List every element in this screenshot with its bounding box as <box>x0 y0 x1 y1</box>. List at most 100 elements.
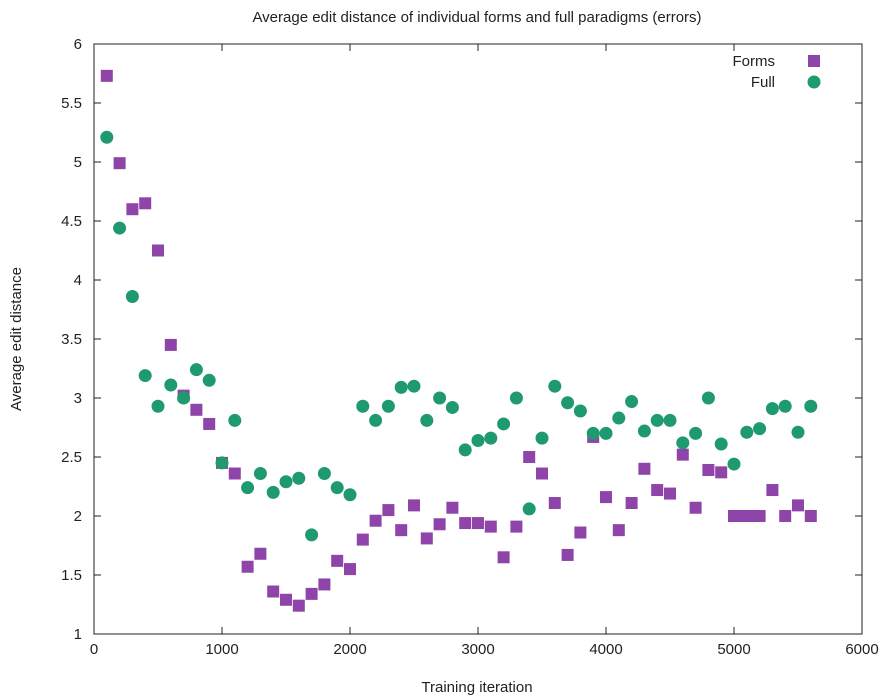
forms-point <box>600 491 612 504</box>
forms-point <box>126 203 139 216</box>
forms-point <box>280 593 292 606</box>
forms-point <box>638 462 651 475</box>
full-point <box>381 399 395 413</box>
forms-point <box>459 517 472 530</box>
forms-point <box>344 563 356 576</box>
chart-title: Average edit distance of individual form… <box>252 9 701 26</box>
forms-point <box>702 463 715 476</box>
y-tick-label: 5.5 <box>61 95 82 112</box>
y-tick-label: 6 <box>74 36 82 53</box>
full-point <box>202 373 216 387</box>
full-point <box>497 417 511 431</box>
y-tick-label: 2 <box>74 508 82 525</box>
forms-point <box>139 197 152 210</box>
y-tick-label: 2.5 <box>61 449 82 466</box>
forms-point <box>664 487 676 500</box>
forms-point <box>228 467 241 480</box>
full-point <box>151 399 165 413</box>
full-point <box>113 221 127 235</box>
legend-marker-full <box>807 75 821 89</box>
full-point <box>458 443 472 457</box>
forms-point <box>689 501 702 514</box>
full-point <box>765 402 779 416</box>
x-tick-label: 6000 <box>845 641 878 658</box>
full-point <box>522 502 536 516</box>
forms-point <box>356 533 369 546</box>
full-point <box>727 457 741 471</box>
full-point <box>612 411 626 425</box>
full-point <box>125 290 139 304</box>
full-point <box>689 426 703 440</box>
forms-point <box>715 466 728 479</box>
series-forms <box>100 69 817 612</box>
full-point <box>177 391 191 405</box>
forms-point <box>254 547 267 560</box>
full-point <box>778 399 792 413</box>
forms-point <box>433 518 446 531</box>
full-point <box>356 399 370 413</box>
full-point <box>599 426 613 440</box>
full-point <box>471 433 485 447</box>
full-point <box>650 413 664 427</box>
forms-point <box>484 520 497 533</box>
y-tick-label: 5 <box>74 154 82 171</box>
x-tick-label: 1000 <box>205 641 238 658</box>
full-point <box>625 395 639 409</box>
x-tick-label: 0 <box>90 641 98 658</box>
forms-point <box>548 497 561 510</box>
forms-point <box>574 526 587 539</box>
full-point <box>189 363 203 377</box>
x-tick-label: 2000 <box>333 641 366 658</box>
full-point <box>714 437 728 451</box>
forms-point <box>651 484 664 497</box>
data-points <box>100 69 818 612</box>
forms-point <box>408 499 420 512</box>
legend-marker-forms <box>808 55 820 67</box>
full-point <box>433 391 447 405</box>
forms-point <box>241 560 254 573</box>
forms-point <box>446 501 459 514</box>
full-point <box>343 488 357 502</box>
forms-point <box>164 338 177 351</box>
forms-point <box>267 585 280 598</box>
plot-frame <box>93 43 863 635</box>
forms-point <box>753 510 766 522</box>
full-point <box>164 378 178 392</box>
forms-point <box>612 524 625 537</box>
full-point <box>484 431 498 445</box>
full-point <box>407 379 421 393</box>
x-tick-label: 3000 <box>461 641 494 658</box>
y-tick-label: 4 <box>74 272 82 289</box>
full-point <box>445 400 459 414</box>
full-point <box>676 436 690 450</box>
forms-point <box>152 244 164 257</box>
forms-point <box>536 467 548 480</box>
full-point <box>100 130 114 144</box>
full-point <box>420 413 434 427</box>
full-point <box>394 380 408 394</box>
full-point <box>791 425 805 439</box>
forms-point <box>804 510 817 522</box>
forms-point <box>292 599 305 612</box>
forms-point <box>369 514 382 527</box>
forms-point <box>203 417 216 430</box>
full-point <box>369 413 383 427</box>
y-tick-label: 1.5 <box>61 567 82 584</box>
full-point <box>138 369 152 383</box>
x-tick-label: 5000 <box>717 641 750 658</box>
y-tick-label: 3.5 <box>61 331 82 348</box>
full-point <box>241 481 255 495</box>
full-point <box>330 481 344 495</box>
forms-point <box>331 554 344 567</box>
forms-point <box>420 532 433 545</box>
x-axis-label: Training iteration <box>421 679 532 696</box>
forms-point <box>779 510 792 522</box>
forms-point <box>100 69 113 82</box>
y-tick-label: 4.5 <box>61 213 82 230</box>
full-point <box>573 404 587 418</box>
y-tick-label: 3 <box>74 390 82 407</box>
full-point <box>279 475 293 489</box>
full-point <box>740 425 754 439</box>
forms-point <box>318 578 331 591</box>
